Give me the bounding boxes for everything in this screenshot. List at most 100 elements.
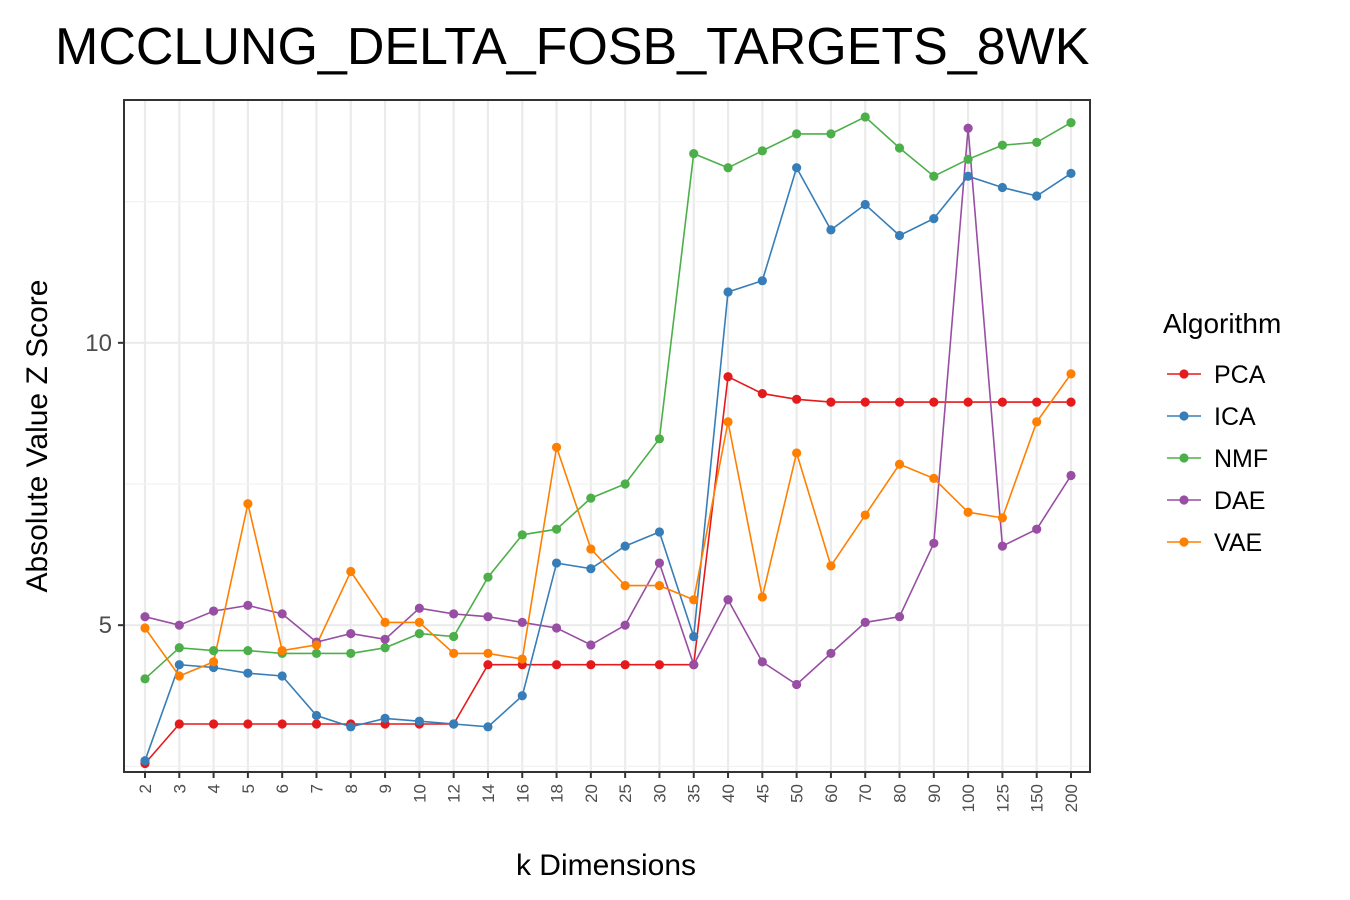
x-tick-label: 3 (170, 784, 189, 793)
data-point-nmf (208, 645, 219, 656)
series-points (140, 112, 1076, 769)
data-point-nmf (826, 129, 836, 139)
data-point-nmf (757, 146, 767, 156)
data-point-ica (414, 716, 424, 726)
data-point-ica (483, 722, 493, 732)
y-tick-label: 5 (99, 612, 112, 639)
data-point-dae (346, 629, 356, 639)
x-tick-label: 5 (239, 784, 258, 793)
series-line-dae (144, 128, 1072, 686)
data-point-vae (1032, 417, 1042, 427)
data-point-ica (894, 230, 905, 241)
data-point-nmf (723, 163, 733, 173)
data-point-ica (311, 710, 322, 721)
x-tick-label: 200 (1062, 784, 1081, 812)
data-point-ica (757, 276, 767, 286)
data-point-ica (380, 713, 390, 723)
x-tick-label: 60 (822, 784, 841, 803)
legend-key-point (1179, 495, 1189, 505)
data-point-vae (689, 595, 699, 605)
data-point-dae (997, 541, 1008, 551)
data-point-pca (1066, 397, 1076, 407)
data-point-pca (997, 397, 1008, 407)
grid-lines (124, 100, 1090, 772)
data-point-dae (517, 617, 527, 627)
data-point-dae (1032, 524, 1042, 534)
series-line-ica (144, 165, 1072, 761)
data-point-ica (963, 171, 973, 181)
x-tick-label: 2 (136, 784, 155, 793)
legend: Algorithm PCA ICA NMF DAE VAE (1163, 308, 1281, 557)
data-point-vae (929, 473, 939, 483)
data-point-pca (792, 394, 802, 404)
data-point-nmf (792, 129, 802, 139)
y-axis-title: Absolute Value Z Score (21, 280, 54, 593)
data-point-ica (1032, 191, 1042, 201)
data-point-ica (1066, 168, 1076, 179)
legend-title: Algorithm (1163, 308, 1281, 339)
x-tick-label: 10 (410, 784, 429, 803)
chart-title: MCCLUNG_DELTA_FOSB_TARGETS_8WK (55, 18, 1090, 76)
data-point-dae (929, 538, 939, 548)
data-point-vae (551, 442, 562, 452)
data-point-ica (826, 225, 836, 235)
data-point-dae (243, 600, 253, 611)
x-tick-label: 25 (616, 784, 635, 803)
x-tick-label: 35 (685, 784, 704, 803)
data-point-dae (620, 620, 630, 630)
series-lines (144, 115, 1072, 765)
data-point-nmf (243, 645, 253, 656)
data-point-ica (723, 287, 733, 297)
data-point-ica (346, 722, 356, 732)
data-point-ica (654, 527, 665, 537)
data-point-nmf (1032, 137, 1042, 147)
data-point-dae (723, 595, 733, 605)
data-point-dae (551, 623, 562, 633)
data-point-nmf (449, 631, 459, 642)
data-point-nmf (654, 434, 665, 444)
data-point-ica (174, 660, 184, 670)
data-point-nmf (963, 154, 973, 164)
x-axis-title: k Dimensions (516, 849, 696, 882)
plot-panel-border (123, 99, 1091, 773)
x-tick-label: 90 (925, 784, 944, 803)
data-point-vae (586, 544, 596, 554)
legend-label: ICA (1214, 403, 1256, 431)
data-point-vae (792, 448, 802, 458)
data-point-nmf (551, 524, 562, 534)
data-point-ica (792, 163, 802, 173)
x-tick-label: 125 (993, 784, 1012, 812)
data-point-vae (517, 654, 527, 664)
legend-key-point (1179, 453, 1189, 463)
data-point-vae (414, 617, 424, 627)
data-point-nmf (894, 143, 905, 153)
y-axis: 5 10 (85, 330, 124, 639)
legend-key-point (1179, 537, 1189, 547)
data-point-pca (963, 397, 973, 407)
legend-label: VAE (1214, 529, 1262, 557)
data-point-vae (826, 561, 836, 571)
legend-key-point (1179, 369, 1189, 379)
x-tick-label: 100 (959, 784, 978, 812)
data-point-pca (208, 719, 219, 729)
series-line-vae (144, 373, 1072, 677)
y-tick-label: 10 (85, 330, 112, 357)
data-point-nmf (689, 149, 699, 159)
data-point-dae (826, 648, 836, 659)
x-axis: 2 3 4 5 6 7 8 9 10 12 14 16 18 20 25 30 35 40 45 50 60 70 80 90… (136, 772, 1081, 812)
x-tick-label: 20 (582, 784, 601, 803)
data-point-vae (346, 566, 356, 577)
data-point-vae (277, 645, 287, 656)
data-point-vae (654, 581, 665, 591)
data-point-nmf (483, 572, 493, 582)
x-tick-label: 7 (307, 784, 326, 793)
data-point-dae (757, 657, 767, 667)
data-point-nmf (929, 171, 939, 181)
data-point-ica (586, 564, 596, 574)
legend-label: NMF (1214, 445, 1268, 473)
x-tick-label: 50 (788, 784, 807, 803)
data-point-ica (140, 756, 150, 766)
data-point-vae (757, 592, 767, 602)
legend-label: DAE (1214, 487, 1265, 515)
